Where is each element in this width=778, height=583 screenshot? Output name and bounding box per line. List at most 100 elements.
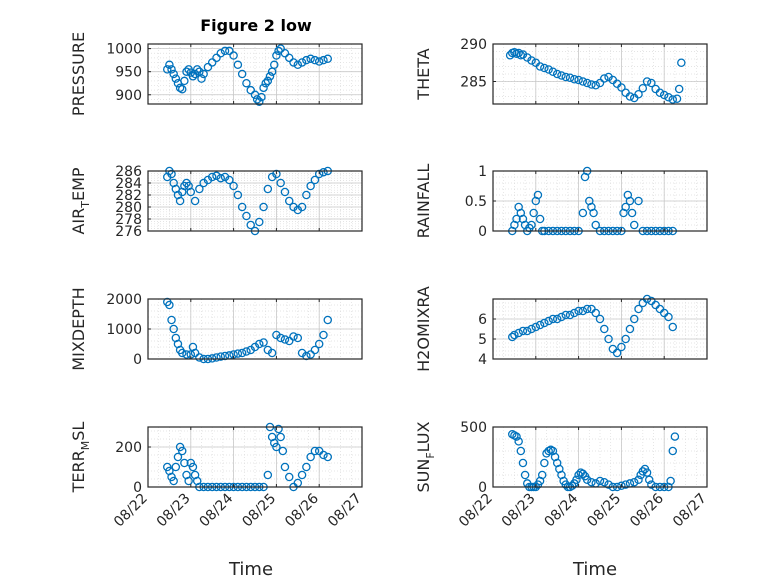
data-point (659, 90, 669, 100)
y-tick-label: 285 (460, 75, 487, 91)
y-axis-label: H2OMIXRA (414, 286, 433, 372)
data-point (647, 480, 656, 489)
data-point (188, 462, 198, 472)
data-point (514, 437, 523, 446)
data-point (278, 446, 288, 456)
data-point (169, 69, 178, 79)
data-point (310, 55, 320, 65)
data-point (207, 58, 217, 67)
data-point (165, 300, 174, 310)
data-point (548, 67, 558, 77)
data-point (533, 190, 543, 200)
data-point (302, 351, 311, 361)
data-point (225, 46, 234, 56)
data-point (263, 76, 273, 86)
data-point (199, 69, 208, 79)
data-point (591, 308, 600, 318)
data-point (169, 476, 178, 486)
data-point (225, 175, 234, 185)
data-point (280, 335, 290, 344)
data-point (535, 214, 545, 224)
data-point (167, 65, 176, 74)
data-point (167, 169, 176, 179)
data-point (246, 85, 255, 95)
data-point (175, 196, 185, 206)
data-point (297, 58, 307, 67)
data-point (314, 339, 324, 349)
data-point (255, 97, 264, 106)
data-point (567, 481, 577, 491)
data-point (664, 312, 673, 322)
data-point (582, 78, 592, 88)
data-point (540, 458, 549, 468)
data-point (520, 470, 530, 480)
data-point (310, 446, 320, 456)
data-point (522, 326, 532, 336)
data-point (514, 328, 523, 338)
data-point (323, 315, 333, 325)
data-point (518, 326, 528, 336)
data-point (259, 83, 268, 93)
data-point (668, 322, 678, 332)
data-point (591, 81, 600, 90)
y-tick-label: 4 (478, 352, 487, 368)
data-point (229, 181, 238, 191)
data-point (644, 475, 654, 485)
y-tick-label: 0 (133, 352, 142, 368)
data-point (540, 63, 549, 73)
y-axis-label: MIXDEPTH (69, 287, 88, 370)
data-point (167, 472, 176, 482)
data-point (190, 348, 200, 358)
data-point (265, 72, 275, 81)
axes-box (492, 298, 708, 360)
data-point (276, 333, 285, 343)
data-point (544, 316, 553, 326)
data-point (625, 324, 635, 334)
y-tick-label: 500 (460, 420, 487, 436)
y-axis-label: RAINFALL (414, 164, 433, 239)
data-point (664, 93, 673, 102)
subplot-1: 900 950 1000 PRESSURE (69, 32, 363, 116)
data-point (289, 332, 298, 341)
data-point (207, 172, 217, 182)
y-tick-label: 200 (115, 440, 142, 456)
y-tick-label: 286 (115, 164, 142, 180)
data-point (190, 69, 200, 79)
data-point (257, 92, 266, 102)
data-point (284, 53, 294, 63)
data-point (180, 76, 189, 86)
axes-box (147, 426, 363, 488)
data-point (578, 469, 588, 479)
data-point (302, 55, 311, 65)
data-point (188, 72, 198, 81)
data-point (319, 167, 328, 177)
data-point (242, 211, 251, 221)
data-point (163, 462, 172, 472)
data-point (233, 60, 243, 70)
data-point (587, 477, 596, 487)
data-point (527, 220, 536, 230)
data-point (527, 56, 536, 65)
data-point (242, 347, 251, 356)
data-point (216, 48, 226, 58)
axes-box (147, 43, 363, 105)
y-tick-label: 5 (478, 332, 487, 348)
data-point (561, 310, 571, 320)
data-point (302, 190, 311, 200)
data-point (314, 169, 324, 179)
data-point (600, 477, 609, 487)
data-point (535, 320, 545, 330)
data-point (184, 476, 193, 486)
data-point (207, 354, 217, 363)
data-point (175, 442, 185, 452)
data-point (634, 475, 643, 485)
data-point (220, 46, 230, 56)
data-point (514, 48, 523, 58)
data-point (195, 184, 204, 194)
data-point (627, 208, 637, 218)
data-point (531, 322, 541, 332)
data-point (638, 467, 648, 476)
y-tick-label: 0 (133, 480, 142, 496)
data-point (186, 458, 196, 468)
